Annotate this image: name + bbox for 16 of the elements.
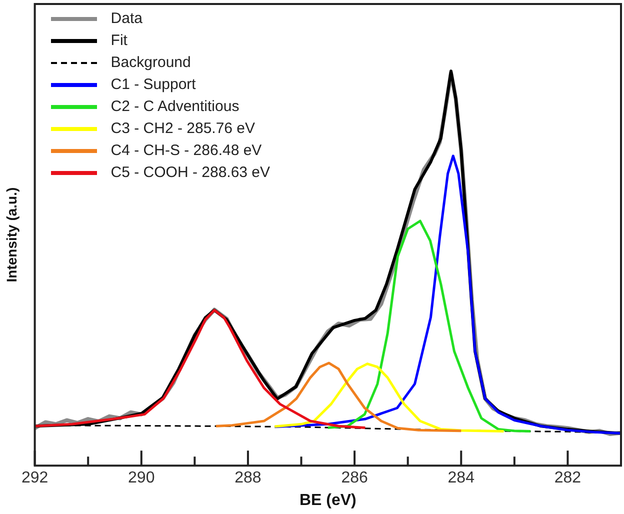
legend-label: C2 - C Adventitious [110, 97, 240, 117]
x-tick-label: 288 [234, 470, 262, 487]
legend-label: Background [110, 53, 191, 73]
x-tick-label: 286 [341, 470, 368, 487]
legend-label: C4 - CH-S - 286.48 eV [110, 141, 262, 161]
x-axis-title: BE (eV) [299, 492, 356, 509]
legend-label: C3 - CH2 - 285.76 eV [110, 119, 256, 139]
legend-label: Data [110, 9, 142, 29]
legend-label: Fit [110, 31, 128, 51]
legend-label: C1 - Support [110, 75, 196, 95]
y-axis-title: Intensity (a.u.) [3, 187, 20, 282]
x-tick-label: 282 [554, 470, 582, 487]
x-tick-label: 292 [21, 470, 48, 487]
legend-label: C5 - COOH - 288.63 eV [110, 163, 270, 183]
x-tick-label: 284 [448, 470, 475, 487]
x-tick-label: 290 [128, 470, 155, 487]
